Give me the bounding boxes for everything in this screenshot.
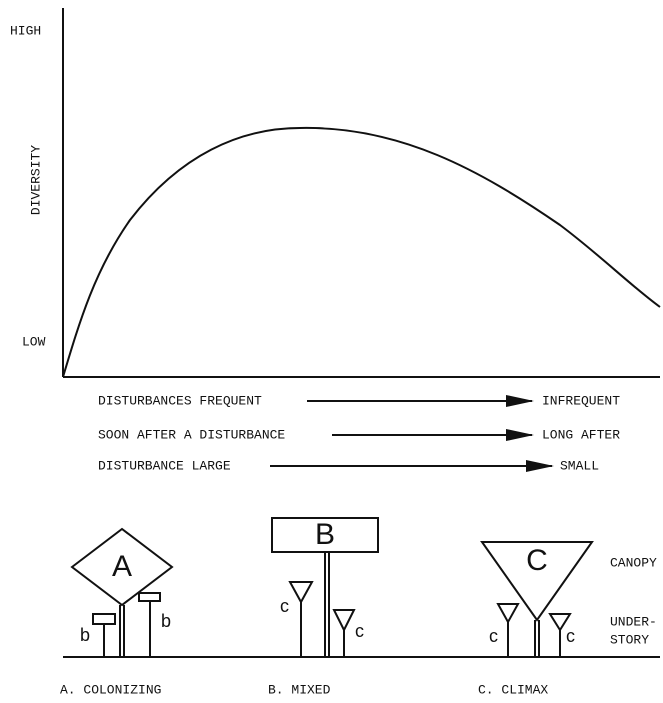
caption: B. MIXED	[268, 682, 331, 697]
understory-shape	[498, 604, 518, 622]
understory-letter: c	[280, 596, 289, 616]
canopy-letter: A	[112, 550, 132, 583]
diversity-curve	[63, 128, 660, 377]
y-low: LOW	[22, 334, 46, 349]
understory-letter: b	[161, 611, 171, 631]
caption: A. COLONIZING	[60, 682, 161, 697]
y-high: HIGH	[10, 23, 41, 38]
caption: C. CLIMAX	[478, 682, 548, 697]
gradient-left: DISTURBANCES FREQUENT	[98, 393, 262, 408]
gradient-right: INFREQUENT	[542, 393, 620, 408]
y-label: DIVERSITY	[28, 145, 43, 215]
gradient-right: SMALL	[560, 458, 599, 473]
understory-shape	[334, 610, 354, 630]
layer-label: UNDER-	[610, 614, 657, 629]
understory-shape	[139, 593, 160, 601]
understory-letter: c	[566, 626, 575, 646]
understory-shape	[93, 614, 115, 624]
gradient-left: DISTURBANCE LARGE	[98, 458, 231, 473]
gradient-left: SOON AFTER A DISTURBANCE	[98, 427, 285, 442]
layer-label: STORY	[610, 632, 649, 647]
canopy-letter: B	[315, 518, 335, 551]
understory-letter: b	[80, 625, 90, 645]
canopy-letter: C	[526, 544, 548, 577]
gradient-right: LONG AFTER	[542, 427, 620, 442]
understory-letter: c	[489, 626, 498, 646]
layer-label: CANOPY	[610, 555, 657, 570]
diagram: HIGH LOW DIVERSITY DISTURBANCES FREQUENT…	[0, 0, 663, 703]
understory-shape	[290, 582, 312, 602]
understory-letter: c	[355, 621, 364, 641]
